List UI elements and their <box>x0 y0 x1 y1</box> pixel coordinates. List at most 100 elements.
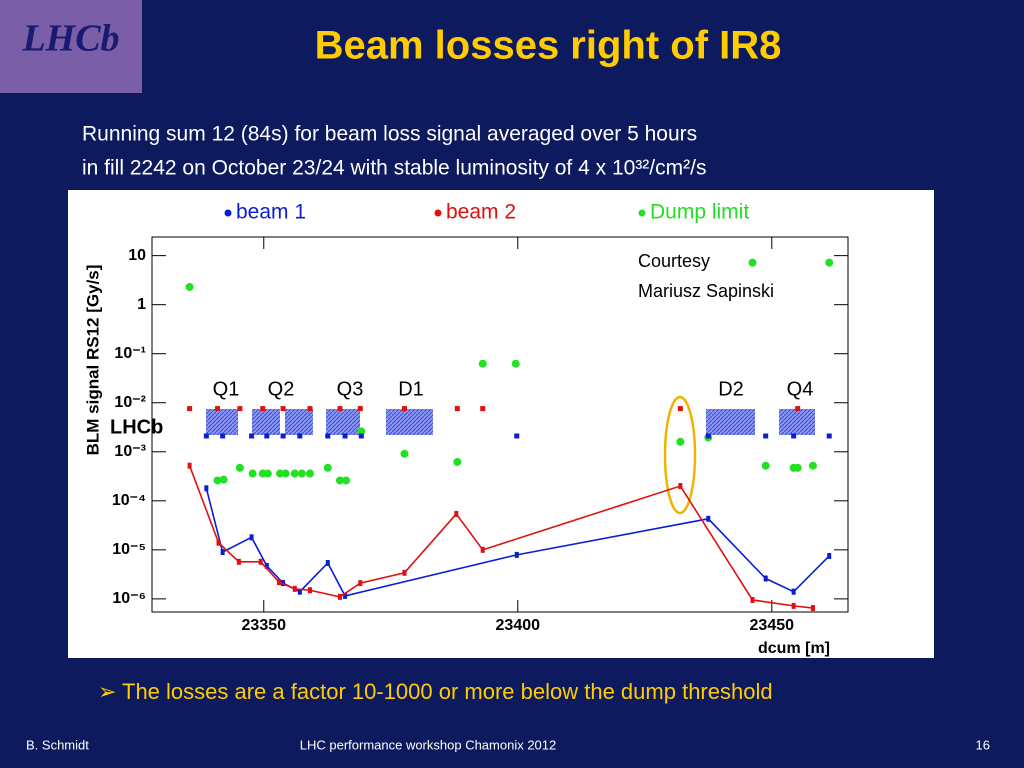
footer-center: LHC performance workshop Chamonix 2012 <box>300 737 557 752</box>
data-point <box>263 469 272 478</box>
bullet-text: The losses are a factor 10-1000 or more … <box>122 679 773 704</box>
data-point <box>325 559 330 566</box>
data-point <box>219 475 228 484</box>
data-point <box>264 562 269 569</box>
x-axis-title: dcum [m] <box>758 640 830 657</box>
annotation: Courtesy <box>638 251 710 271</box>
data-point <box>297 433 303 439</box>
data-point <box>705 433 711 439</box>
data-point <box>514 433 520 439</box>
annotation: D2 <box>718 378 744 400</box>
magnet-boxes <box>206 409 815 435</box>
legend-label: beam 1 <box>236 201 306 224</box>
data-point <box>297 469 306 478</box>
subtitle-line: Running sum 12 (84s) for beam loss signa… <box>82 123 697 146</box>
x-tick-label: 23450 <box>750 617 795 634</box>
data-point <box>248 469 257 478</box>
y-tick-label: 10⁻⁶ <box>112 590 146 607</box>
data-point <box>187 406 193 412</box>
data-point <box>337 593 342 600</box>
data-point <box>220 549 225 556</box>
bullet-marker: ➢ <box>98 679 116 704</box>
data-point <box>235 463 244 472</box>
data-point <box>678 483 683 490</box>
y-tick-label: 10⁻¹ <box>114 345 146 362</box>
data-point <box>793 463 802 472</box>
data-point <box>292 585 297 592</box>
data-point <box>220 433 226 439</box>
data-point <box>511 359 520 368</box>
data-point <box>808 461 817 470</box>
data-point <box>750 596 755 603</box>
data-point <box>791 588 796 595</box>
data-point <box>290 469 299 478</box>
data-point <box>307 587 312 594</box>
data-point <box>307 406 313 412</box>
logo: LHCb <box>21 18 119 60</box>
data-point <box>337 406 343 412</box>
plot-frame <box>151 236 849 613</box>
data-point <box>249 433 255 439</box>
annotation: Q3 <box>337 378 364 400</box>
data-point <box>453 457 462 466</box>
data-point <box>237 406 243 412</box>
y-tick-label: 1 <box>137 296 146 313</box>
data-point <box>357 427 366 436</box>
data-point <box>810 605 815 612</box>
data-point <box>748 258 757 267</box>
legend-bullet <box>638 209 646 217</box>
highlight-ellipse <box>663 395 697 515</box>
subtitle-line: in fill 2242 on October 23/24 with stabl… <box>82 157 706 180</box>
data-point <box>401 406 407 412</box>
data-point <box>825 258 834 267</box>
annotation: LHCb <box>110 416 163 438</box>
data-point <box>215 406 221 412</box>
annotation: Q1 <box>213 378 240 400</box>
legend-label: beam 2 <box>446 201 516 224</box>
data-point <box>827 552 832 559</box>
data-point <box>706 515 711 522</box>
data-point <box>236 558 241 565</box>
legend-bullet <box>224 209 232 217</box>
data-point <box>358 580 363 587</box>
data-point <box>216 539 221 546</box>
data-point <box>213 476 222 485</box>
data-point <box>297 588 302 595</box>
data-point <box>677 406 683 412</box>
data-point <box>791 602 796 609</box>
data-point <box>325 433 331 439</box>
data-point <box>454 510 459 517</box>
legend-bullet <box>434 209 442 217</box>
y-tick-label: 10⁻⁵ <box>112 541 146 558</box>
footer-right: 16 <box>976 737 990 752</box>
data-point <box>264 433 270 439</box>
data-point <box>826 433 832 439</box>
y-axis-title: BLM signal RS12 [Gy/s] <box>83 265 102 456</box>
data-point <box>204 485 209 492</box>
logo-box <box>0 0 142 93</box>
data-point <box>357 406 363 412</box>
data-point <box>480 546 485 553</box>
y-tick-label: 10 <box>128 247 146 264</box>
data-point <box>281 469 290 478</box>
data-point <box>249 534 254 541</box>
data-point <box>276 469 285 478</box>
data-point <box>763 575 768 582</box>
legend-label: Dump limit <box>650 201 749 224</box>
series-line <box>188 465 814 609</box>
annotation: Mariusz Sapinski <box>638 281 774 301</box>
data-point <box>763 433 769 439</box>
data-point <box>400 449 409 458</box>
data-point <box>187 462 192 469</box>
data-point <box>795 406 801 412</box>
data-point <box>402 569 407 576</box>
title: Beam losses right of IR8 <box>315 24 782 68</box>
data-point <box>203 433 209 439</box>
y-tick-label: 10⁻⁴ <box>112 492 146 509</box>
data-point <box>342 433 348 439</box>
y-tick-label: 10⁻² <box>114 394 146 411</box>
data-point <box>323 463 332 472</box>
y-tick-label: 10⁻³ <box>114 443 146 460</box>
